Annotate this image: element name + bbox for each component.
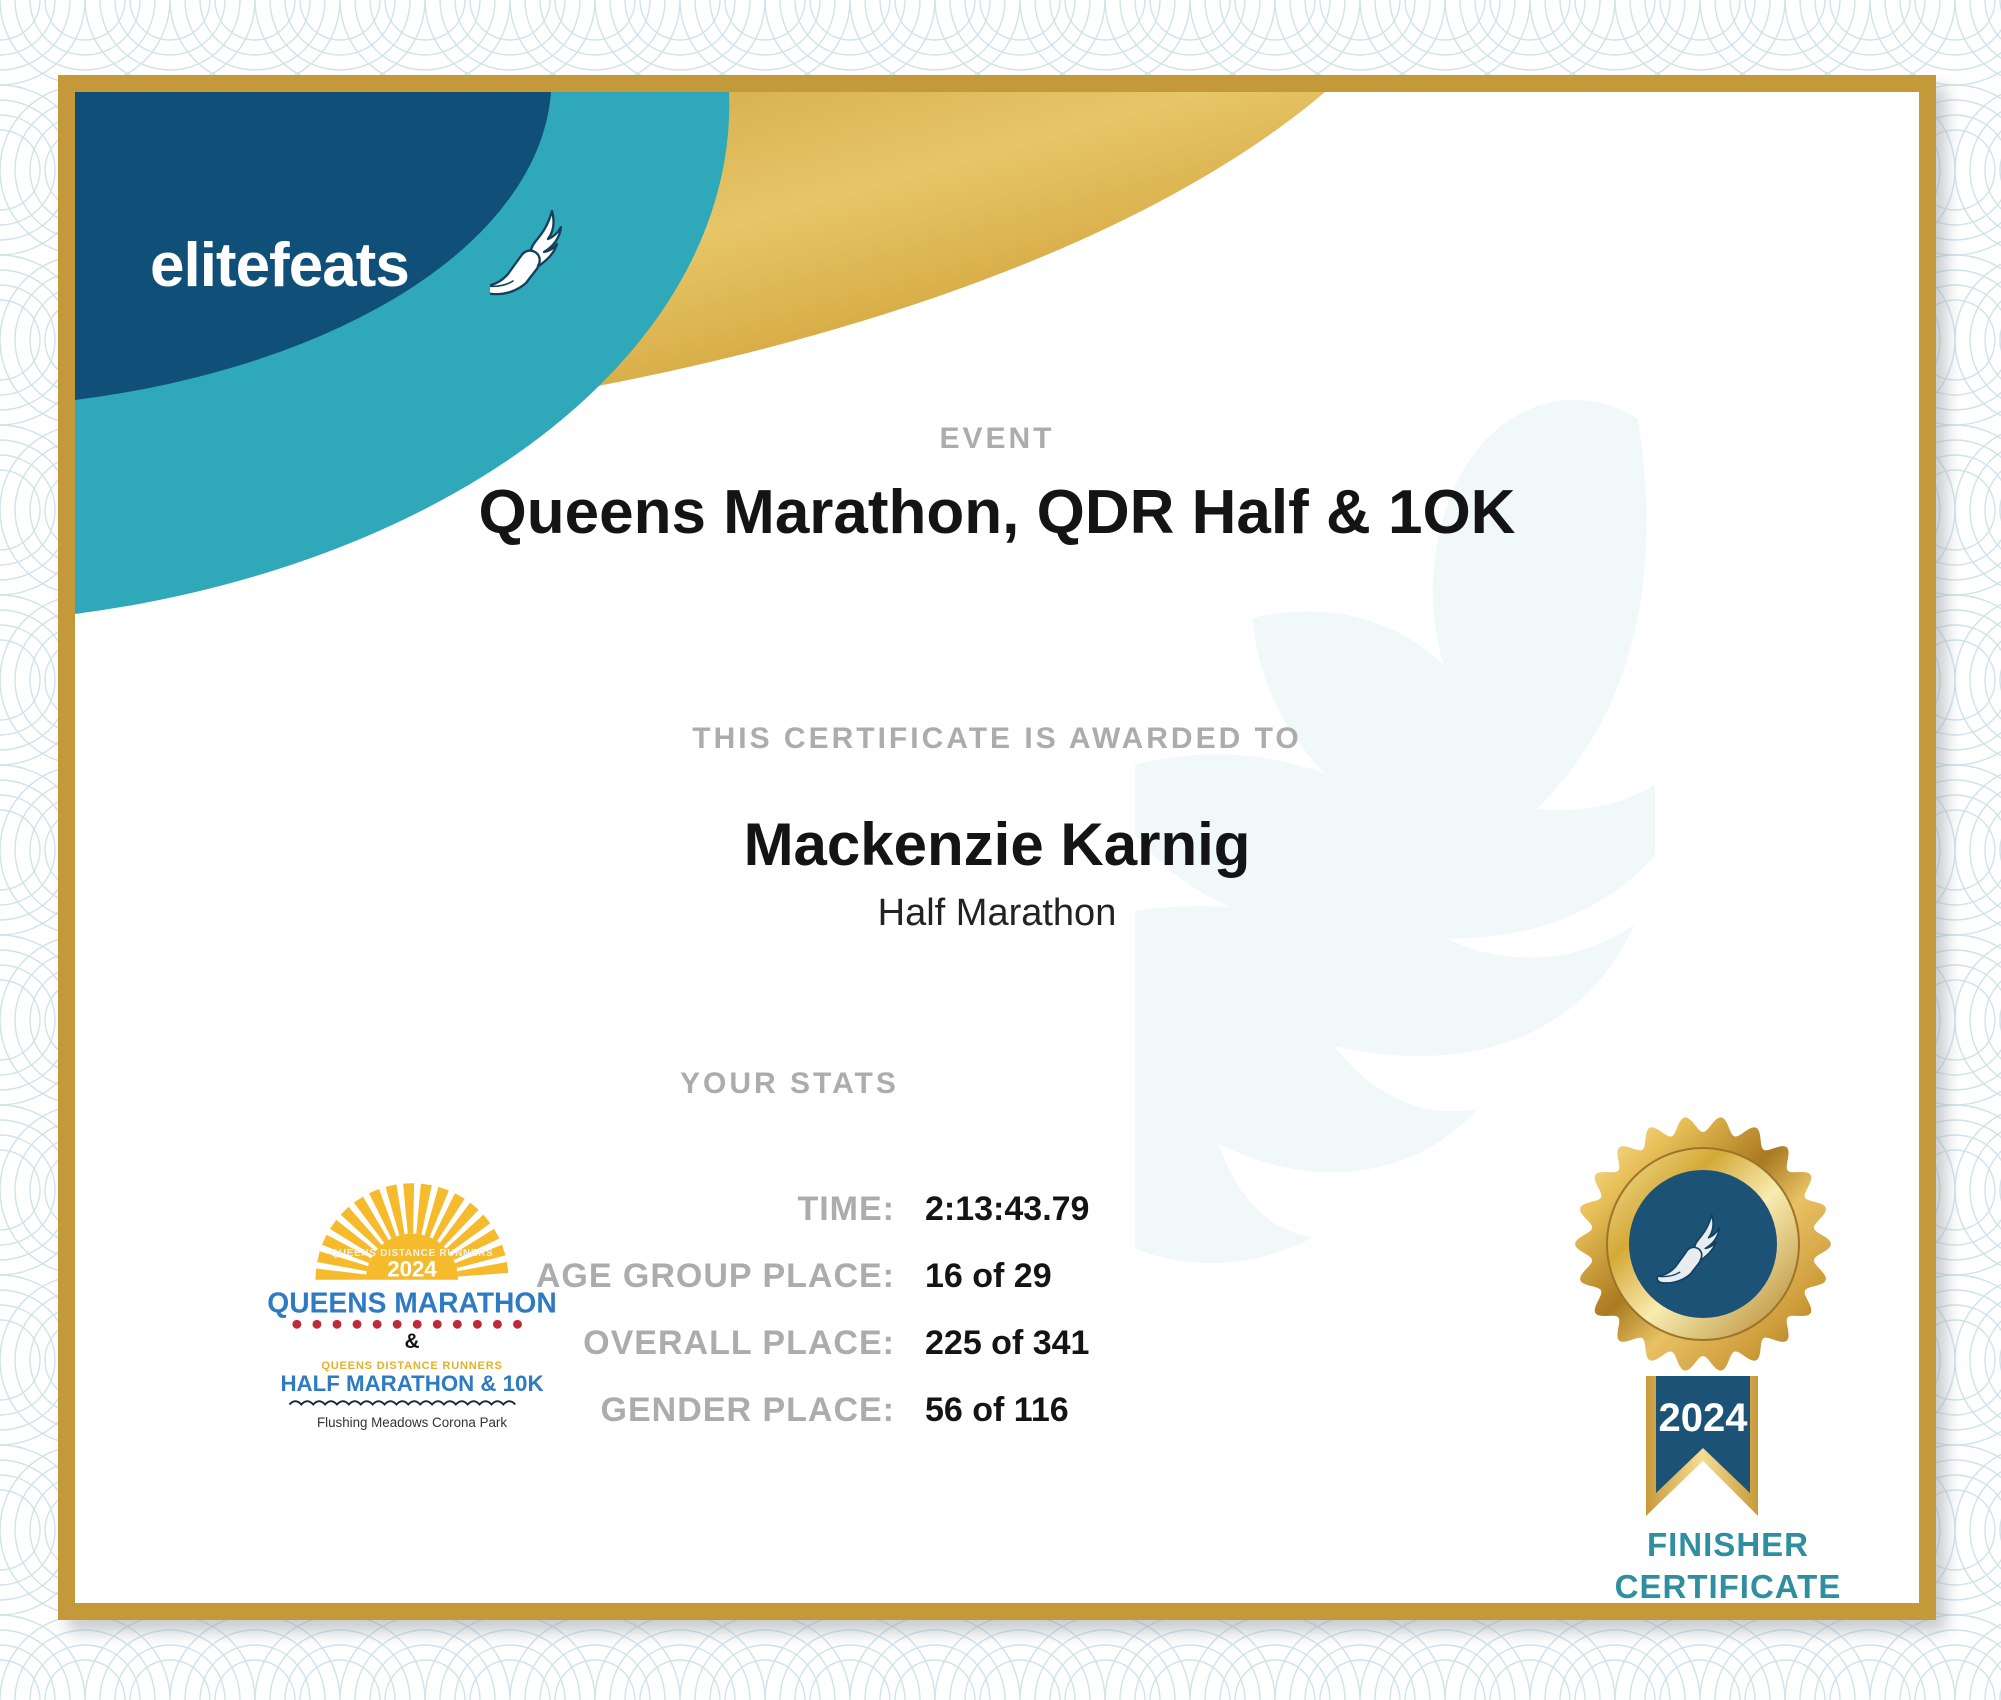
svg-text:HALF MARATHON & 10K: HALF MARATHON & 10K (280, 1371, 543, 1396)
svg-text:QUEENS MARATHON: QUEENS MARATHON (267, 1286, 557, 1318)
svg-text:2024: 2024 (387, 1257, 437, 1282)
svg-text:&: & (404, 1330, 419, 1353)
svg-text:Flushing Meadows Corona Park: Flushing Meadows Corona Park (317, 1415, 507, 1430)
svg-text:QUEENS DISTANCE RUNNERS: QUEENS DISTANCE RUNNERS (321, 1360, 502, 1372)
svg-text:2024: 2024 (1659, 1396, 1749, 1440)
